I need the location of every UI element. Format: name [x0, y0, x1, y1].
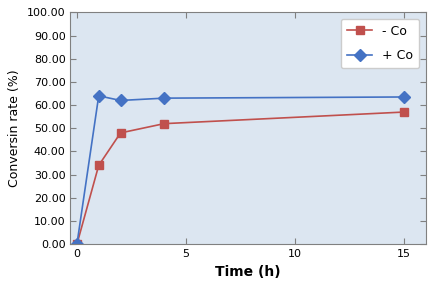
- - Co: [161, 122, 167, 125]
- Y-axis label: Conversin rate (%): Conversin rate (%): [8, 69, 21, 187]
- - Co: [96, 164, 101, 167]
- Line: + Co: + Co: [73, 92, 408, 249]
- - Co: [401, 110, 407, 114]
- - Co: [118, 131, 123, 135]
- + Co: [401, 95, 407, 99]
- + Co: [96, 94, 101, 98]
- + Co: [74, 243, 79, 246]
- Legend: - Co, + Co: - Co, + Co: [341, 19, 419, 68]
- - Co: [74, 243, 79, 246]
- + Co: [161, 96, 167, 100]
- + Co: [118, 99, 123, 102]
- X-axis label: Time (h): Time (h): [215, 265, 281, 279]
- Line: - Co: - Co: [73, 108, 408, 249]
